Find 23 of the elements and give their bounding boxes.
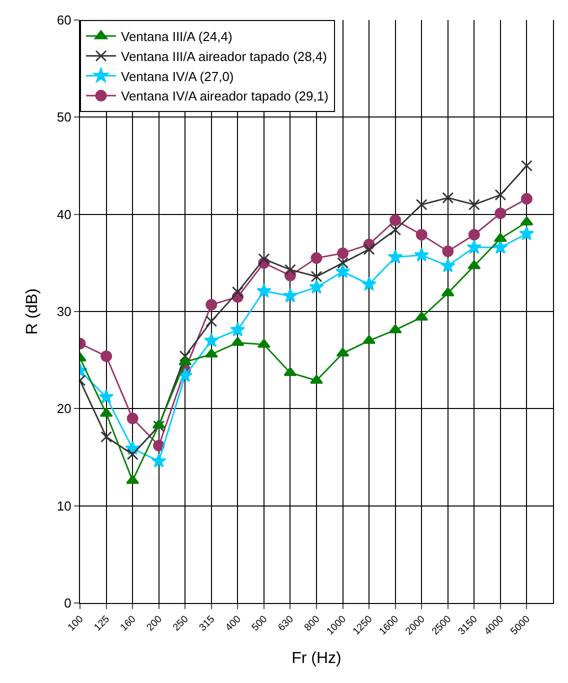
y-tick-label: 40 xyxy=(56,206,72,222)
x-tick-label: 160 xyxy=(118,614,139,634)
legend-label: Ventana III/A aireador tapado (28,4) xyxy=(121,48,327,64)
x-tick-label: 250 xyxy=(171,614,192,634)
y-tick-label: 60 xyxy=(56,12,72,28)
legend-label: Ventana IV/A aireador tapado (29,1) xyxy=(121,88,328,104)
x-axis-title: Fr (Hz) xyxy=(292,650,342,668)
x-tick-label: 100 xyxy=(66,614,86,634)
y-tick-label: 0 xyxy=(64,596,72,611)
x-tick-label: 800 xyxy=(302,614,322,634)
x-tick-label: 500 xyxy=(250,614,270,634)
y-axis-title: R (dB) xyxy=(24,288,41,335)
x-tick-label: 125 xyxy=(92,614,112,634)
x-tick-label: 315 xyxy=(197,614,218,634)
y-tick-label: 10 xyxy=(56,498,72,514)
legend-label: Ventana IV/A (27,0) xyxy=(121,68,234,84)
x-tick-label: 630 xyxy=(276,614,296,634)
legend-label: Ventana III/A (24,4) xyxy=(121,29,232,44)
y-tick-label: 30 xyxy=(56,304,72,320)
y-tick-label: 20 xyxy=(56,401,72,416)
x-tick-label: 200 xyxy=(144,614,165,634)
y-tick-label: 50 xyxy=(56,110,72,125)
x-tick-label: 400 xyxy=(224,614,244,634)
